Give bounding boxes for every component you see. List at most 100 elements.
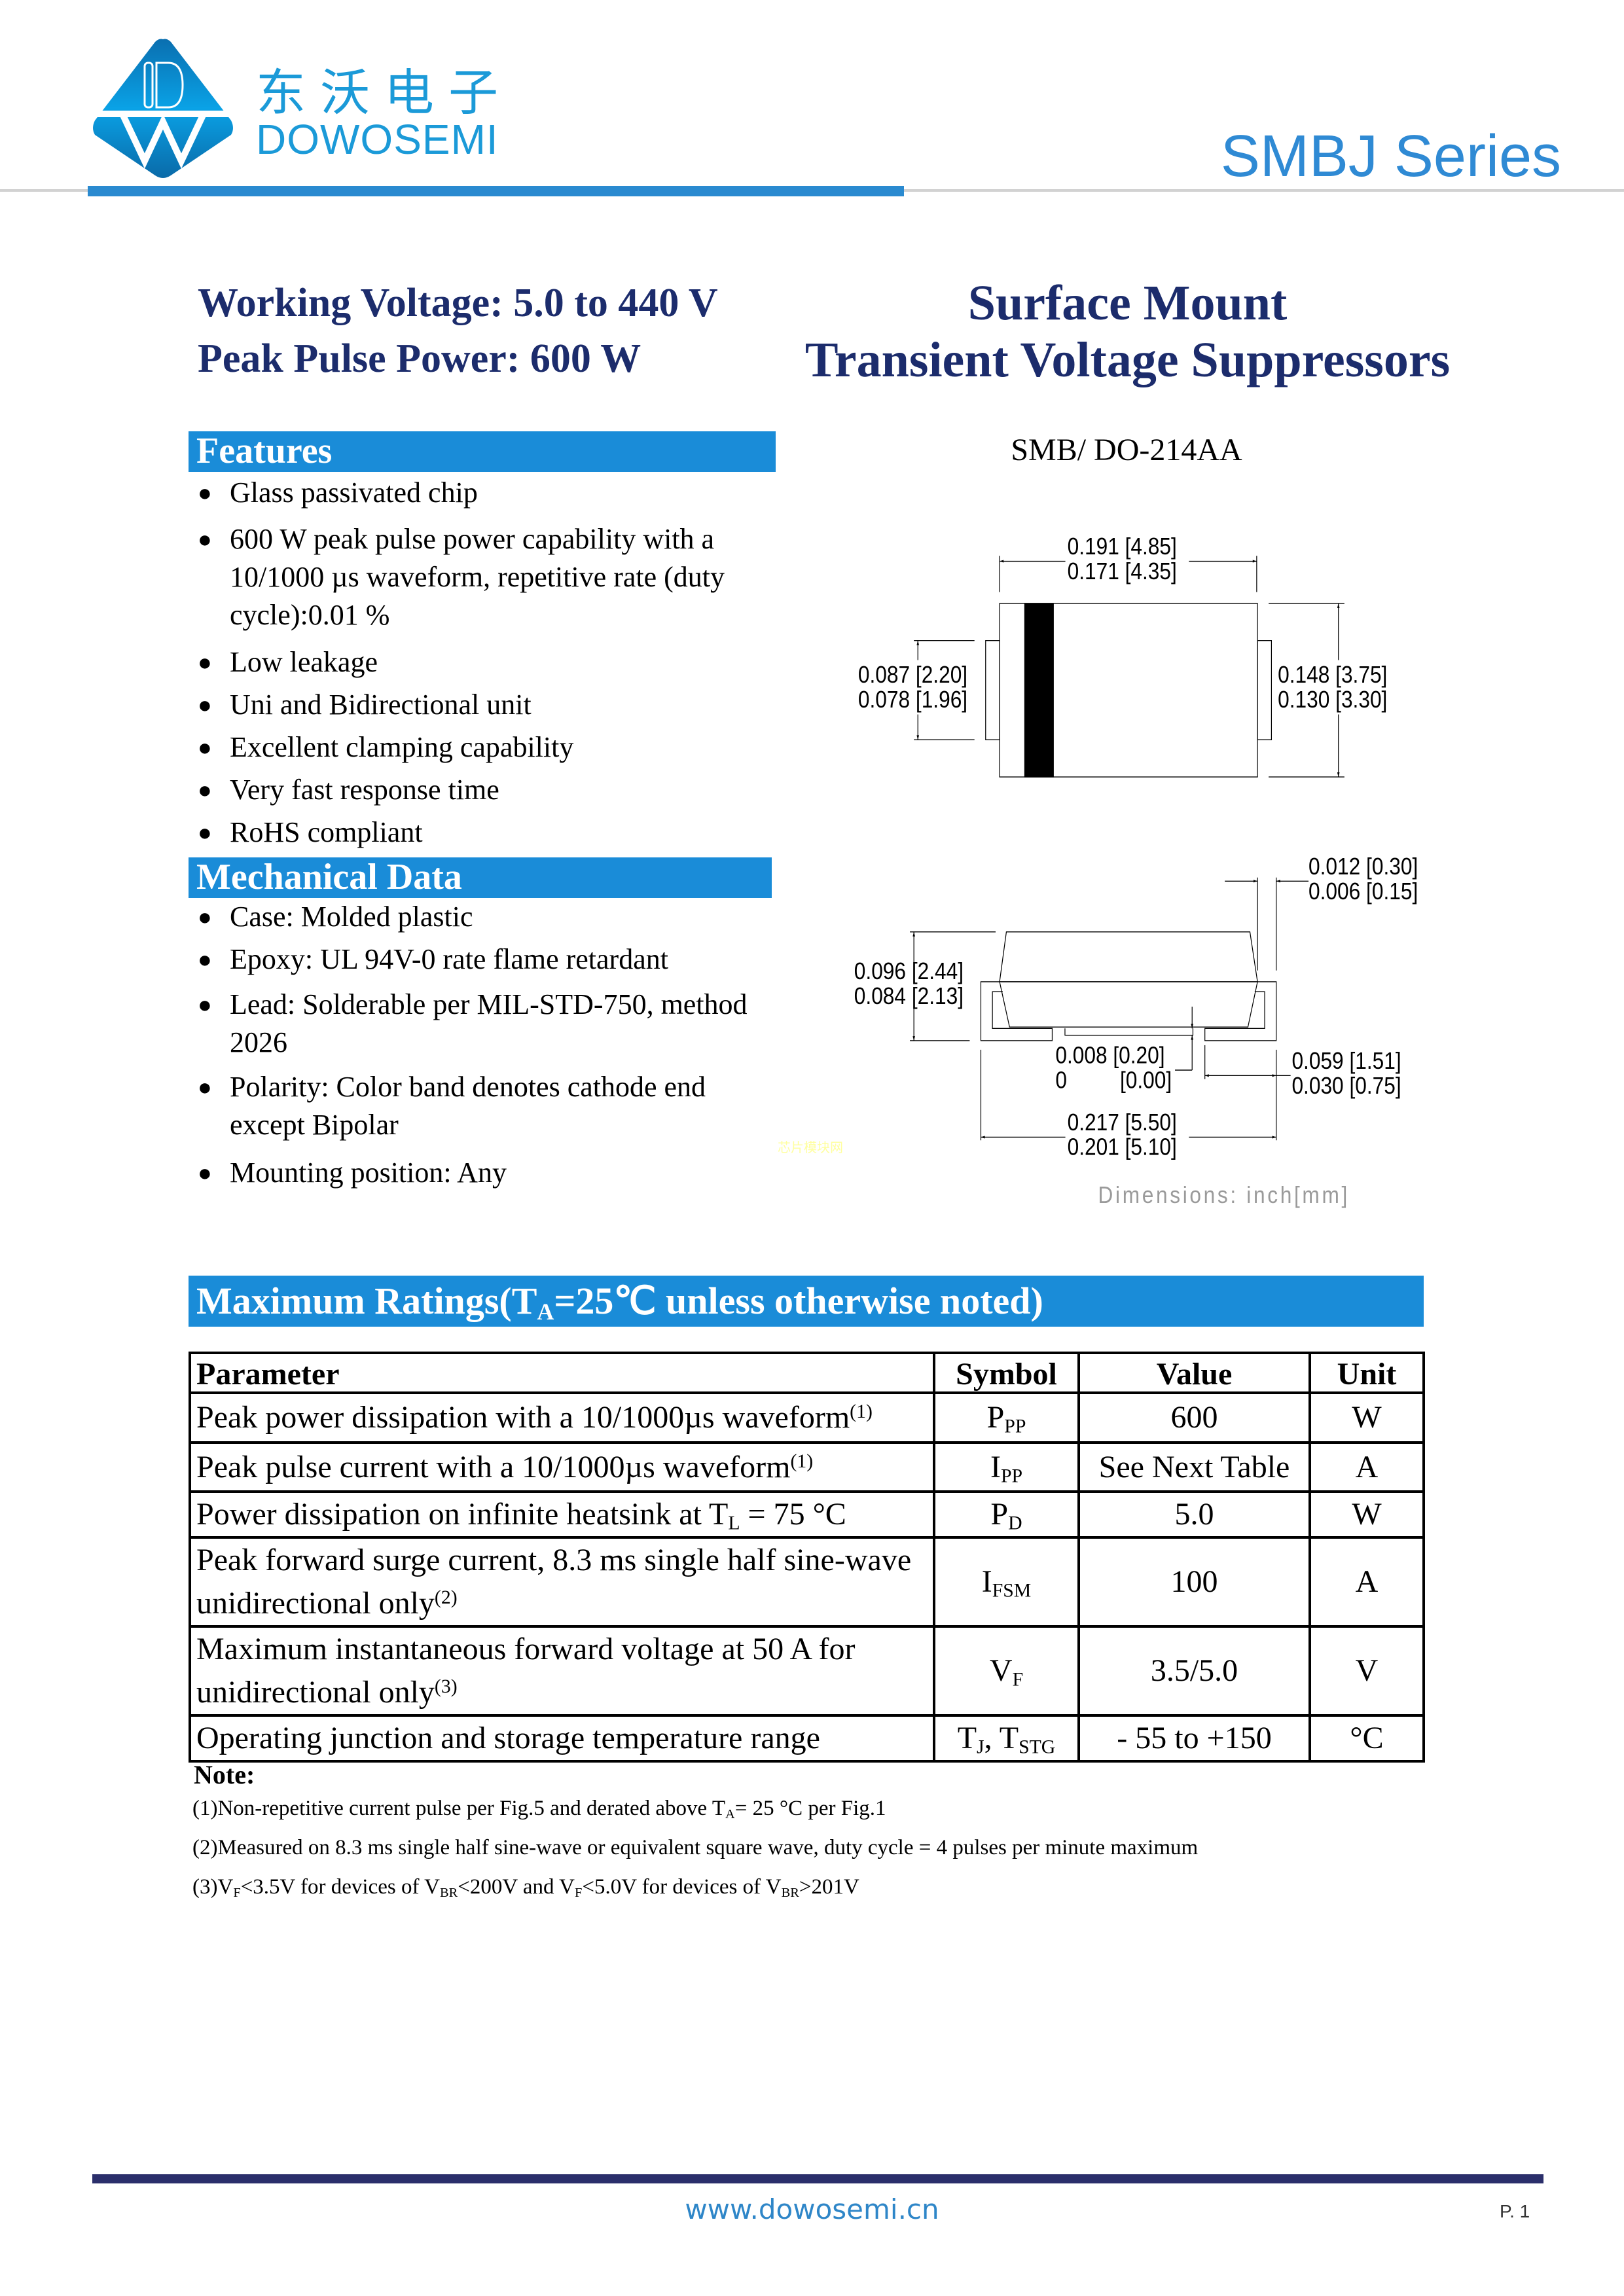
logo-chinese-name: 东沃电子 xyxy=(256,63,513,122)
list-item: ● RoHS compliant xyxy=(198,814,787,852)
bullet-icon: ● xyxy=(198,992,212,1018)
list-item-text: Mounting position: Any xyxy=(230,1157,507,1189)
logo-brand-name: DOWOSEMI xyxy=(256,116,499,163)
list-item-text: Case: Molded plastic xyxy=(230,901,473,933)
cell-parameter: Maximum instantaneous forward voltage at… xyxy=(189,1625,935,1717)
cell-unit: W xyxy=(1308,1490,1425,1539)
peak-pulse-power: Peak Pulse Power: 600 W xyxy=(198,336,641,381)
dim-length-min: 0.171 [4.35] xyxy=(1068,558,1177,584)
note-text: (2)Measured on 8.3 ms single half sine-w… xyxy=(192,1836,1199,1859)
cell-unit: V xyxy=(1308,1625,1425,1717)
ratings-title-sub: A xyxy=(537,1298,554,1325)
symbol-sub: PP xyxy=(1004,1415,1026,1437)
package-name: SMB/ DO-214AA xyxy=(1011,433,1242,467)
footer-divider xyxy=(92,2174,1543,2183)
dim-height-min: 0.084 [2.13] xyxy=(854,983,964,1009)
watermark: 芯片模块网 xyxy=(778,1139,843,1155)
footer-website-link[interactable]: www.dowosemi.cn xyxy=(685,2193,939,2225)
parameter-sup: (1) xyxy=(790,1450,814,1472)
parameter-sup: (2) xyxy=(434,1587,458,1609)
list-item-text: Low leakage xyxy=(230,646,378,678)
dim-width-min: 0.130 [3.30] xyxy=(1278,687,1387,713)
cell-parameter: Peak pulse current with a 10/1000µs wave… xyxy=(189,1441,935,1493)
cell-unit: °C xyxy=(1308,1714,1425,1763)
parameter-sup: (1) xyxy=(850,1401,873,1423)
cell-unit: W xyxy=(1308,1391,1425,1444)
bullet-icon: ● xyxy=(198,904,212,930)
note-sub: BR xyxy=(439,1886,458,1901)
table-header-row: Parameter Symbol Value Unit xyxy=(189,1352,1425,1394)
parameter-sub: L xyxy=(728,1512,740,1534)
lead-left xyxy=(985,640,1000,740)
package-outline-diagram: 0.191 [4.85] 0.171 [4.35] 0.087 [2.20] 0… xyxy=(854,533,1418,1208)
cell-parameter: Power dissipation on infinite heatsink a… xyxy=(189,1490,935,1539)
note-text: <3.5V for devices of V xyxy=(240,1875,440,1899)
dim-lead-thickness-max: 0.012 [0.30] xyxy=(1308,853,1418,880)
dim-lead-width-max: 0.087 [2.20] xyxy=(858,662,967,688)
list-item: ● Low leakage xyxy=(198,643,787,681)
symbol-sub: STG xyxy=(1019,1736,1056,1758)
list-item: ● Mounting position: Any xyxy=(198,1154,787,1192)
note-sub: F xyxy=(574,1886,583,1901)
cell-value: 5.0 xyxy=(1077,1490,1311,1539)
dim-lead-width-min: 0.078 [1.96] xyxy=(858,687,967,713)
list-item: ● 600 W peak pulse power capability with … xyxy=(198,520,787,634)
note-sub: BR xyxy=(781,1886,799,1901)
package-body-side-view xyxy=(999,931,1258,982)
parameter-text: Peak power dissipation with a 10/1000µs … xyxy=(196,1400,850,1435)
note-text: (1)Non-repetitive current pulse per Fig.… xyxy=(192,1797,726,1820)
symbol-text: V xyxy=(989,1653,1013,1688)
bullet-icon: ● xyxy=(198,692,212,718)
symbol-text: I xyxy=(990,1449,1001,1484)
cell-value: See Next Table xyxy=(1077,1441,1311,1493)
mechanical-data-heading: Mechanical Data xyxy=(189,857,772,898)
cell-parameter: Peak forward surge current, 8.3 ms singl… xyxy=(189,1536,935,1628)
symbol-sub: FSM xyxy=(992,1579,1032,1602)
dim-standoff-min-inch: 0 xyxy=(1055,1067,1067,1094)
dim-overall-max: 0.217 [5.50] xyxy=(1068,1109,1177,1136)
dim-standoff-max: 0.008 [0.20] xyxy=(1055,1043,1164,1069)
parameter-text: Maximum instantaneous forward voltage at… xyxy=(196,1632,856,1710)
cell-symbol: PPP xyxy=(933,1391,1080,1444)
list-item: ● Lead: Solderable per MIL-STD-750, metho… xyxy=(198,986,787,1062)
cell-unit: A xyxy=(1308,1536,1425,1628)
dim-foot-min: 0.030 [0.75] xyxy=(1291,1073,1401,1099)
note-sub: A xyxy=(725,1807,735,1822)
notes-heading: Note: xyxy=(194,1760,255,1789)
lead-right xyxy=(1257,640,1272,740)
dim-overall-min: 0.201 [5.10] xyxy=(1068,1134,1177,1160)
cell-value: - 55 to +150 xyxy=(1077,1714,1311,1763)
symbol-sub: F xyxy=(1012,1668,1024,1691)
list-item: ● Epoxy: UL 94V-0 rate flame retardant xyxy=(198,941,787,978)
note-text: (3)V xyxy=(192,1875,234,1899)
cell-parameter: Operating junction and storage temperatu… xyxy=(189,1714,935,1763)
list-item: ● Uni and Bidirectional unit xyxy=(198,686,787,724)
parameter-text: = 75 °C xyxy=(740,1497,846,1532)
cell-parameter: Peak power dissipation with a 10/1000µs … xyxy=(189,1391,935,1444)
header-value: Value xyxy=(1077,1352,1311,1394)
bullet-icon: ● xyxy=(198,649,212,675)
cell-value: 100 xyxy=(1077,1536,1311,1628)
symbol-sub: J xyxy=(977,1736,984,1758)
list-item: ● Very fast response time xyxy=(198,771,787,809)
note-sub: F xyxy=(233,1886,241,1901)
symbol-text: P xyxy=(986,1400,1005,1435)
list-item-text: RoHS compliant xyxy=(230,816,423,848)
parameter-sup: (3) xyxy=(434,1676,458,1698)
list-item-text: Lead: Solderable per MIL-STD-750, method… xyxy=(230,988,748,1058)
page-number: P. 1 xyxy=(1500,2201,1530,2221)
note-item: (2)Measured on 8.3 ms single half sine-w… xyxy=(192,1836,1198,1860)
note-item: (1)Non-repetitive current pulse per Fig.… xyxy=(192,1797,886,1821)
note-item: (3)VF<3.5V for devices of VBR<200V and V… xyxy=(192,1875,859,1899)
bullet-icon: ● xyxy=(198,480,212,506)
maximum-ratings-heading: Maximum Ratings(TA=25℃ unless otherwise … xyxy=(189,1276,1424,1327)
list-item: ● Glass passivated chip xyxy=(198,474,787,512)
ratings-title-text: =25℃ unless otherwise noted) xyxy=(554,1280,1043,1322)
cell-value: 3.5/5.0 xyxy=(1077,1625,1311,1717)
table-row: Peak pulse current with a 10/1000µs wave… xyxy=(189,1441,1425,1493)
header-unit: Unit xyxy=(1308,1352,1425,1394)
features-heading: Features xyxy=(189,431,776,472)
ratings-title-text: Maximum Ratings(T xyxy=(196,1280,537,1322)
list-item-text: Glass passivated chip xyxy=(230,476,478,509)
note-text: = 25 °C per Fig.1 xyxy=(734,1797,886,1820)
